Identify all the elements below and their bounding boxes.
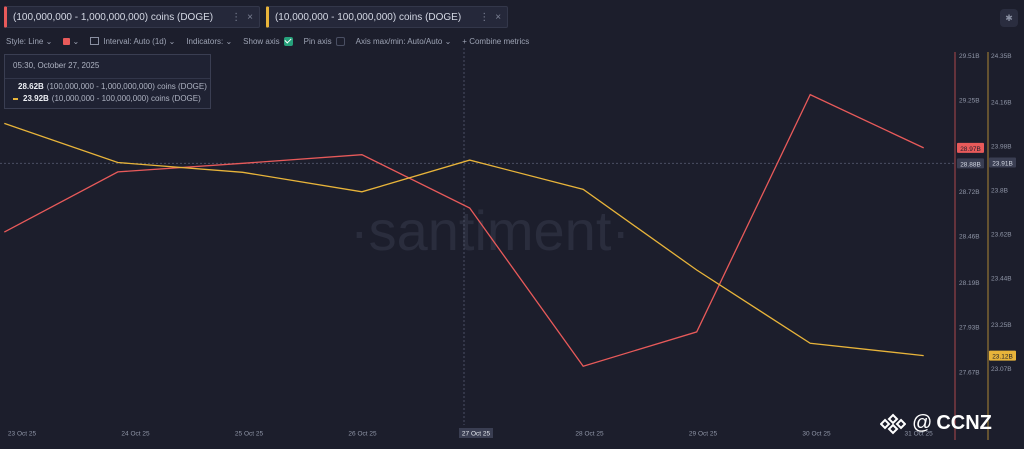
settings-gear-icon[interactable]: ✱: [1000, 9, 1018, 27]
watermark-santiment: ·santiment·: [350, 199, 630, 262]
right-axis-tick-label: 23.07B: [991, 366, 1012, 373]
right-axis-tick-label: 23.25B: [991, 322, 1012, 329]
tooltip-row-medium-holders: 23.92B (10,000,000 - 100,000,000) coins …: [5, 91, 210, 103]
tooltip-label: (10,000,000 - 100,000,000) coins (DOGE): [51, 94, 201, 103]
right-axis-last-value-badge-bg: [989, 350, 1016, 361]
left-axis-last-value-badge-bg: [957, 142, 984, 153]
at-sign: @: [912, 412, 933, 434]
series-line-1: [3, 93, 924, 367]
show-axis-label: Show axis: [243, 36, 280, 46]
axis-max-min-selector[interactable]: Axis max/min: Auto/Auto ⌄: [355, 36, 452, 46]
interval-selector[interactable]: Interval: Auto (1d) ⌄: [90, 37, 175, 46]
x-axis-tick-label: 30 Oct 25: [802, 431, 831, 438]
left-axis-tick-label: 28.72B: [959, 189, 980, 196]
series-line-2: [4, 122, 924, 357]
x-axis-tick-label: 27 Oct 25: [462, 431, 491, 438]
x-axis-tick-label: 25 Oct 25: [235, 431, 264, 438]
checkbox-empty-icon[interactable]: [335, 36, 345, 46]
metric-tab-medium-holders[interactable]: (10,000,000 - 100,000,000) coins (DOGE) …: [265, 6, 509, 28]
interval-label: Interval: Auto (1d): [103, 36, 167, 46]
left-axis-tick-label: 29.51B: [959, 53, 980, 60]
metric-tabs: (100,000,000 - 1,000,000,000) coins (DOG…: [4, 6, 509, 30]
right-axis-crosshair-badge: 23.91B: [992, 161, 1013, 168]
combine-metrics-button[interactable]: + Combine metrics: [462, 36, 530, 46]
tooltip-date: 05:30, October 27, 2025: [5, 55, 210, 79]
more-options-icon[interactable]: ⋮: [479, 11, 490, 23]
right-axis-tick-label: 23.44B: [991, 275, 1012, 282]
more-options-icon[interactable]: ⋮: [231, 11, 242, 23]
pin-axis-toggle[interactable]: Pin axis: [303, 36, 345, 46]
style-selector[interactable]: Style: Line ⌄: [6, 36, 53, 46]
x-axis-tick-label: 28 Oct 25: [575, 431, 604, 438]
color-swatch: [63, 37, 71, 45]
right-axis-tick-label: 24.16B: [991, 99, 1012, 106]
tooltip-value: 23.92B: [23, 94, 49, 103]
left-axis-tick-label: 28.19B: [959, 280, 980, 287]
binance-logo-icon: [880, 413, 906, 434]
indicators-selector[interactable]: Indicators: ⌄: [186, 36, 233, 46]
axis-max-min-label: Axis max/min: Auto/Auto: [355, 36, 443, 46]
tooltip-row-large-holders: 28.62B (100,000,000 - 1,000,000,000) coi…: [5, 79, 210, 91]
right-axis-tick-label: 24.35B: [991, 53, 1012, 60]
watermark-brand: CCNZ: [936, 412, 992, 434]
tooltip-value: 28.62B: [18, 82, 44, 91]
left-axis-tick-label: 27.67B: [959, 369, 980, 376]
right-axis-tick-label: 23.8B: [991, 187, 1008, 194]
indicators-label: Indicators:: [186, 36, 224, 46]
x-axis-tick-label: 26 Oct 25: [348, 431, 377, 438]
right-axis-last-value-badge: 23.12B: [992, 354, 1013, 361]
checkbox-checked-icon[interactable]: [283, 36, 293, 46]
x-axis-tick-label: 24 Oct 25: [121, 431, 150, 438]
combine-metrics-label: Combine metrics: [469, 36, 530, 46]
right-axis-tick-label: 23.62B: [991, 231, 1012, 238]
color-selector[interactable]: ⌄: [63, 37, 79, 46]
close-icon[interactable]: ×: [247, 11, 253, 23]
close-icon[interactable]: ×: [495, 11, 502, 23]
x-axis-tick-label: 23 Oct 25: [8, 431, 37, 438]
show-axis-toggle[interactable]: Show axis: [243, 36, 293, 46]
left-axis-tick-label: 29.25B: [959, 98, 980, 105]
left-axis-tick-label: 27.93B: [959, 325, 980, 332]
right-axis-tick-label: 23.98B: [991, 143, 1012, 150]
x-axis-tick-label: 31 Oct 25: [905, 431, 934, 438]
metric-tab-large-holders[interactable]: (100,000,000 - 1,000,000,000) coins (DOG…: [4, 6, 260, 28]
tooltip-label: (100,000,000 - 1,000,000,000) coins (DOG…: [46, 82, 207, 91]
left-axis-crosshair-badge-bg: [957, 158, 984, 169]
chart-tooltip: 05:30, October 27, 2025 28.62B (100,000,…: [4, 54, 211, 109]
x-axis-highlight-bg: [459, 428, 493, 438]
metric-tab-label: (10,000,000 - 100,000,000) coins (DOGE): [274, 11, 462, 23]
left-axis-tick-label: 28.46B: [959, 234, 980, 241]
left-axis-last-value-badge: 28.97B: [960, 146, 981, 153]
series-color-dash: [13, 97, 18, 100]
ccnz-watermark: @ CCNZ: [880, 412, 992, 435]
pin-axis-label: Pin axis: [303, 36, 332, 46]
x-axis-tick-label: 29 Oct 25: [689, 431, 718, 438]
left-axis-crosshair-badge: 28.88B: [960, 161, 981, 168]
chart-toolbar: Style: Line ⌄ ⌄ Interval: Auto (1d) ⌄ In…: [6, 34, 540, 48]
metric-tab-label: (100,000,000 - 1,000,000,000) coins (DOG…: [13, 11, 214, 23]
style-label: Style: Line: [6, 36, 44, 46]
calendar-icon: [90, 37, 100, 45]
right-axis-crosshair-badge-bg: [989, 157, 1016, 168]
